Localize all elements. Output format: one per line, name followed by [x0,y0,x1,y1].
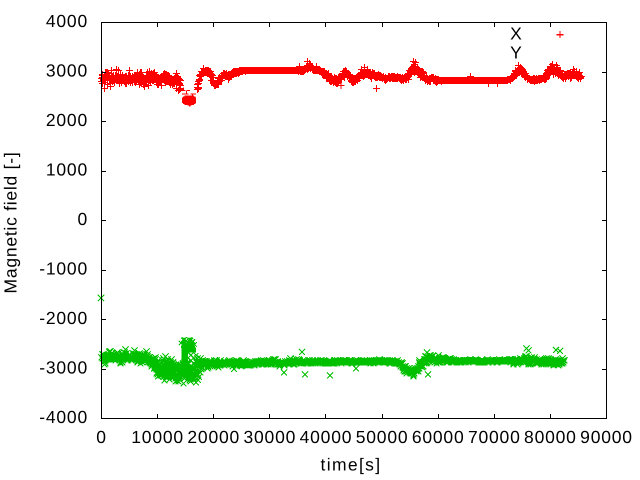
svg-text:1000: 1000 [46,159,88,179]
svg-text:-1000: -1000 [39,258,88,278]
svg-text:2000: 2000 [46,110,88,130]
svg-text:50000: 50000 [356,427,409,447]
svg-text:60000: 60000 [412,427,465,447]
svg-text:30000: 30000 [243,427,296,447]
svg-text:40000: 40000 [300,427,353,447]
svg-text:4000: 4000 [46,11,88,31]
svg-text:80000: 80000 [524,427,577,447]
svg-text:0: 0 [77,209,88,229]
svg-text:Y: Y [510,43,522,63]
svg-text:-4000: -4000 [39,407,88,427]
svg-text:70000: 70000 [468,427,521,447]
svg-text:20000: 20000 [187,427,240,447]
svg-text:Magnetic field [-]: Magnetic field [-] [1,152,21,294]
svg-text:-3000: -3000 [39,357,88,377]
svg-text:10000: 10000 [131,427,184,447]
svg-text:X: X [510,24,522,44]
svg-text:0: 0 [96,427,107,447]
svg-text:time[s]: time[s] [321,455,382,475]
svg-text:-2000: -2000 [39,308,88,328]
svg-text:90000: 90000 [580,427,633,447]
svg-text:3000: 3000 [46,60,88,80]
